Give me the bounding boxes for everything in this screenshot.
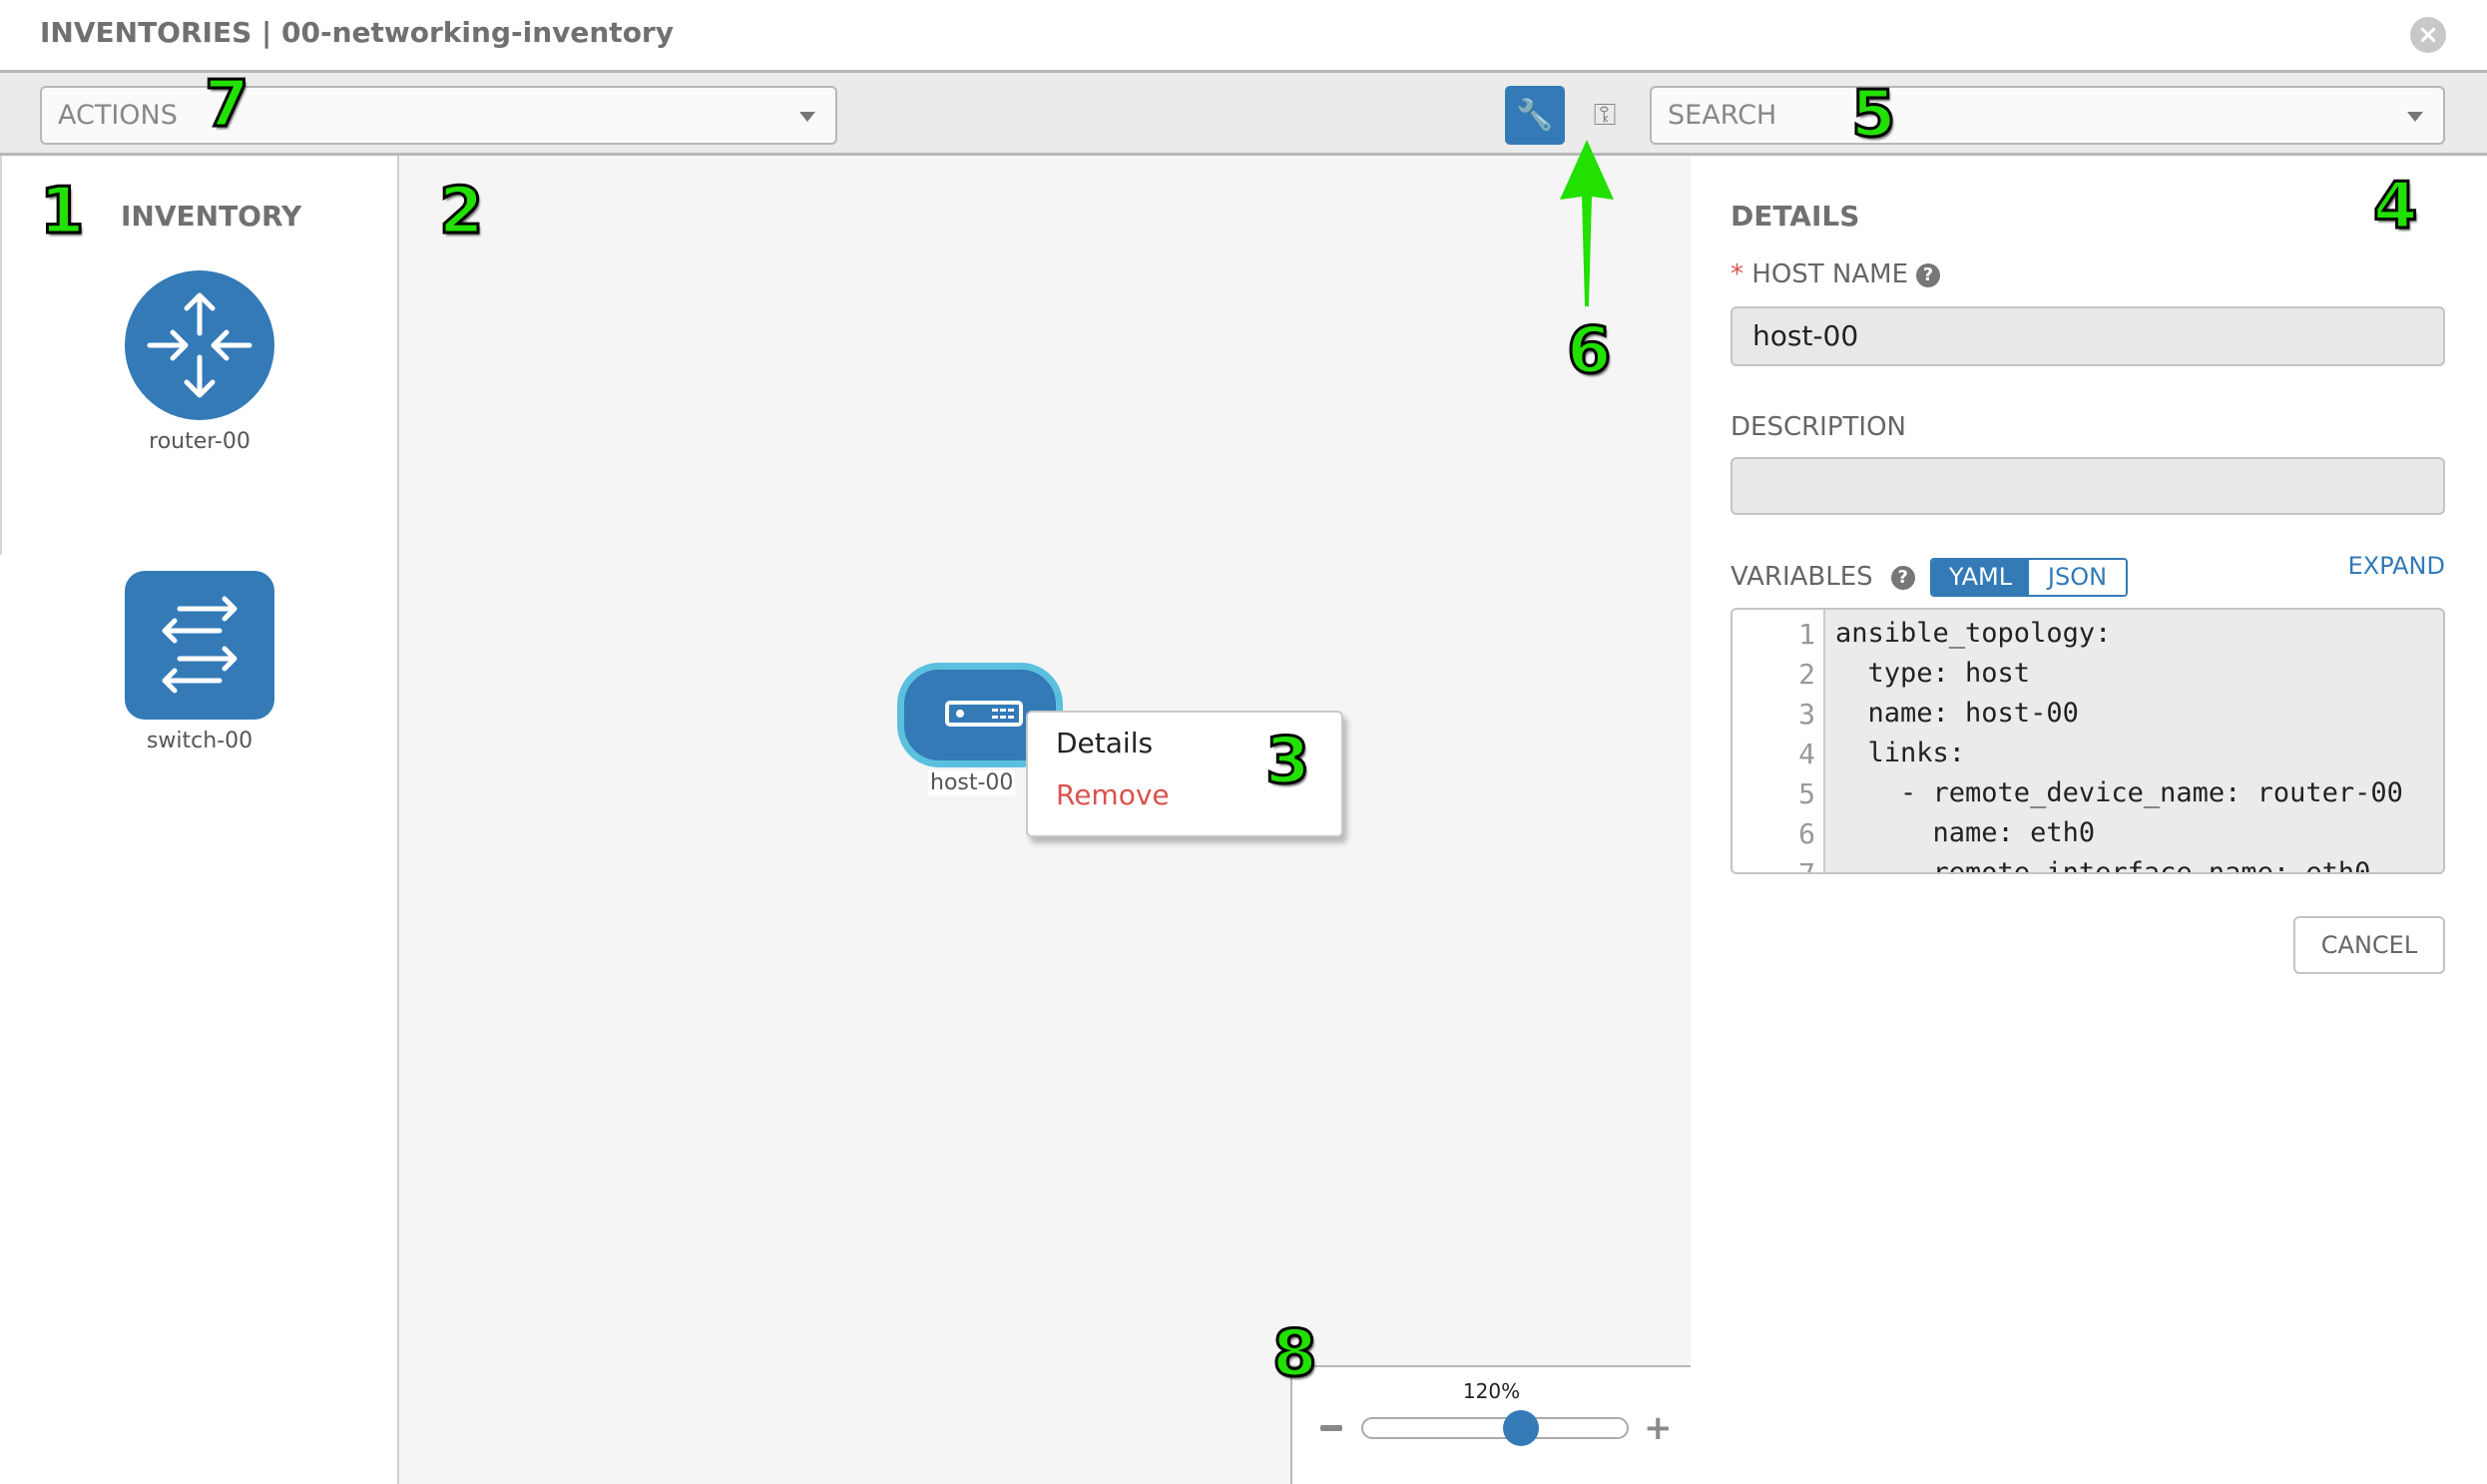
switch-label: switch-00 xyxy=(146,729,253,753)
code-line: ansible_topology: xyxy=(1835,618,2112,649)
switch-icon[interactable] xyxy=(125,571,274,720)
inventory-panel: INVENTORY router-00 switch-00 xyxy=(0,156,399,1484)
code-line: remote_interface_name: eth0 xyxy=(1835,857,2371,874)
help-icon[interactable]: ? xyxy=(1890,565,1915,590)
host-label: host-00 xyxy=(928,770,1016,795)
details-panel: DETAILS * HOST NAME? host-00 DESCRIPTION… xyxy=(1691,156,2487,1484)
annotation-4: 4 xyxy=(2372,169,2420,246)
search-label: SEARCH xyxy=(1668,100,1777,131)
expand-link[interactable]: EXPAND xyxy=(2347,552,2445,580)
annotation-8: 8 xyxy=(1271,1316,1319,1393)
variables-label: VARIABLES? xyxy=(1731,562,1915,592)
annotation-2: 2 xyxy=(438,174,486,250)
variables-editor[interactable]: 1 2 3 4 5 6 7 ansible_topology: type: host nam… xyxy=(1731,608,2445,874)
line-number: 1 xyxy=(1798,618,1815,651)
actions-label: ACTIONS xyxy=(58,100,178,131)
annotation-1: 1 xyxy=(39,174,87,250)
code-line: links: xyxy=(1835,738,1966,768)
line-gutter: 1 2 3 4 5 6 7 xyxy=(1733,610,1825,872)
toolbar: ACTIONS 🔧 ⚿ SEARCH xyxy=(0,73,2487,156)
line-number: 7 xyxy=(1798,857,1815,874)
zoom-out-icon[interactable] xyxy=(1320,1425,1342,1431)
code-line: name: host-00 xyxy=(1835,698,2079,729)
chevron-down-icon xyxy=(2407,112,2423,122)
panel-edge xyxy=(0,156,2,555)
router-icon[interactable] xyxy=(125,270,274,420)
chevron-down-icon xyxy=(799,112,815,122)
search-dropdown[interactable]: SEARCH xyxy=(1650,86,2445,145)
format-toggle: YAML JSON xyxy=(1930,558,2128,597)
annotation-5: 5 xyxy=(1850,77,1898,154)
server-icon xyxy=(945,701,1023,727)
key-icon[interactable]: ⚿ xyxy=(1593,98,1617,133)
close-icon[interactable]: × xyxy=(2410,17,2446,53)
zoom-level: 120% xyxy=(1462,1379,1521,1403)
code-line: - remote_device_name: router-00 xyxy=(1835,777,2403,808)
cancel-button[interactable]: CANCEL xyxy=(2293,916,2445,974)
host-name-text: HOST NAME xyxy=(1751,259,1909,289)
line-number: 2 xyxy=(1798,658,1815,691)
menu-item-details[interactable]: Details xyxy=(1056,727,1154,759)
annotation-7: 7 xyxy=(204,67,251,144)
zoom-slider-handle[interactable] xyxy=(1503,1410,1540,1446)
header: INVENTORIES | 00-networking-inventory × xyxy=(0,0,2487,73)
line-number: 4 xyxy=(1798,738,1815,770)
code-line: name: eth0 xyxy=(1835,817,2096,848)
context-menu: Details Remove xyxy=(1026,711,1343,837)
zoom-slider[interactable] xyxy=(1361,1410,1629,1446)
menu-item-remove[interactable]: Remove xyxy=(1056,778,1170,811)
router-label: router-00 xyxy=(149,429,250,454)
actions-dropdown[interactable]: ACTIONS xyxy=(40,86,837,145)
annotation-6: 6 xyxy=(1566,313,1614,390)
zoom-in-icon[interactable]: + xyxy=(1644,1408,1673,1448)
annotation-arrow-icon xyxy=(1560,140,1614,306)
annotation-3: 3 xyxy=(1264,724,1312,800)
required-mark: * xyxy=(1731,259,1743,289)
line-number: 5 xyxy=(1798,777,1815,810)
host-name-label: * HOST NAME? xyxy=(1731,259,1941,289)
wrench-icon[interactable]: 🔧 xyxy=(1505,86,1565,145)
page-title: INVENTORIES | 00-networking-inventory xyxy=(40,16,674,49)
zoom-control: 120% + xyxy=(1290,1365,1691,1484)
description-label: DESCRIPTION xyxy=(1731,412,1906,442)
host-name-input[interactable]: host-00 xyxy=(1731,306,2445,366)
inventory-title: INVENTORY xyxy=(121,200,302,233)
json-toggle[interactable]: JSON xyxy=(2029,560,2126,595)
variables-text: VARIABLES xyxy=(1731,562,1873,592)
details-title: DETAILS xyxy=(1731,200,1860,233)
description-input[interactable] xyxy=(1731,457,2445,515)
code-line: type: host xyxy=(1835,658,2031,689)
line-number: 6 xyxy=(1798,817,1815,850)
line-number: 3 xyxy=(1798,698,1815,731)
yaml-toggle[interactable]: YAML xyxy=(1932,560,2029,595)
help-icon[interactable]: ? xyxy=(1916,262,1941,287)
